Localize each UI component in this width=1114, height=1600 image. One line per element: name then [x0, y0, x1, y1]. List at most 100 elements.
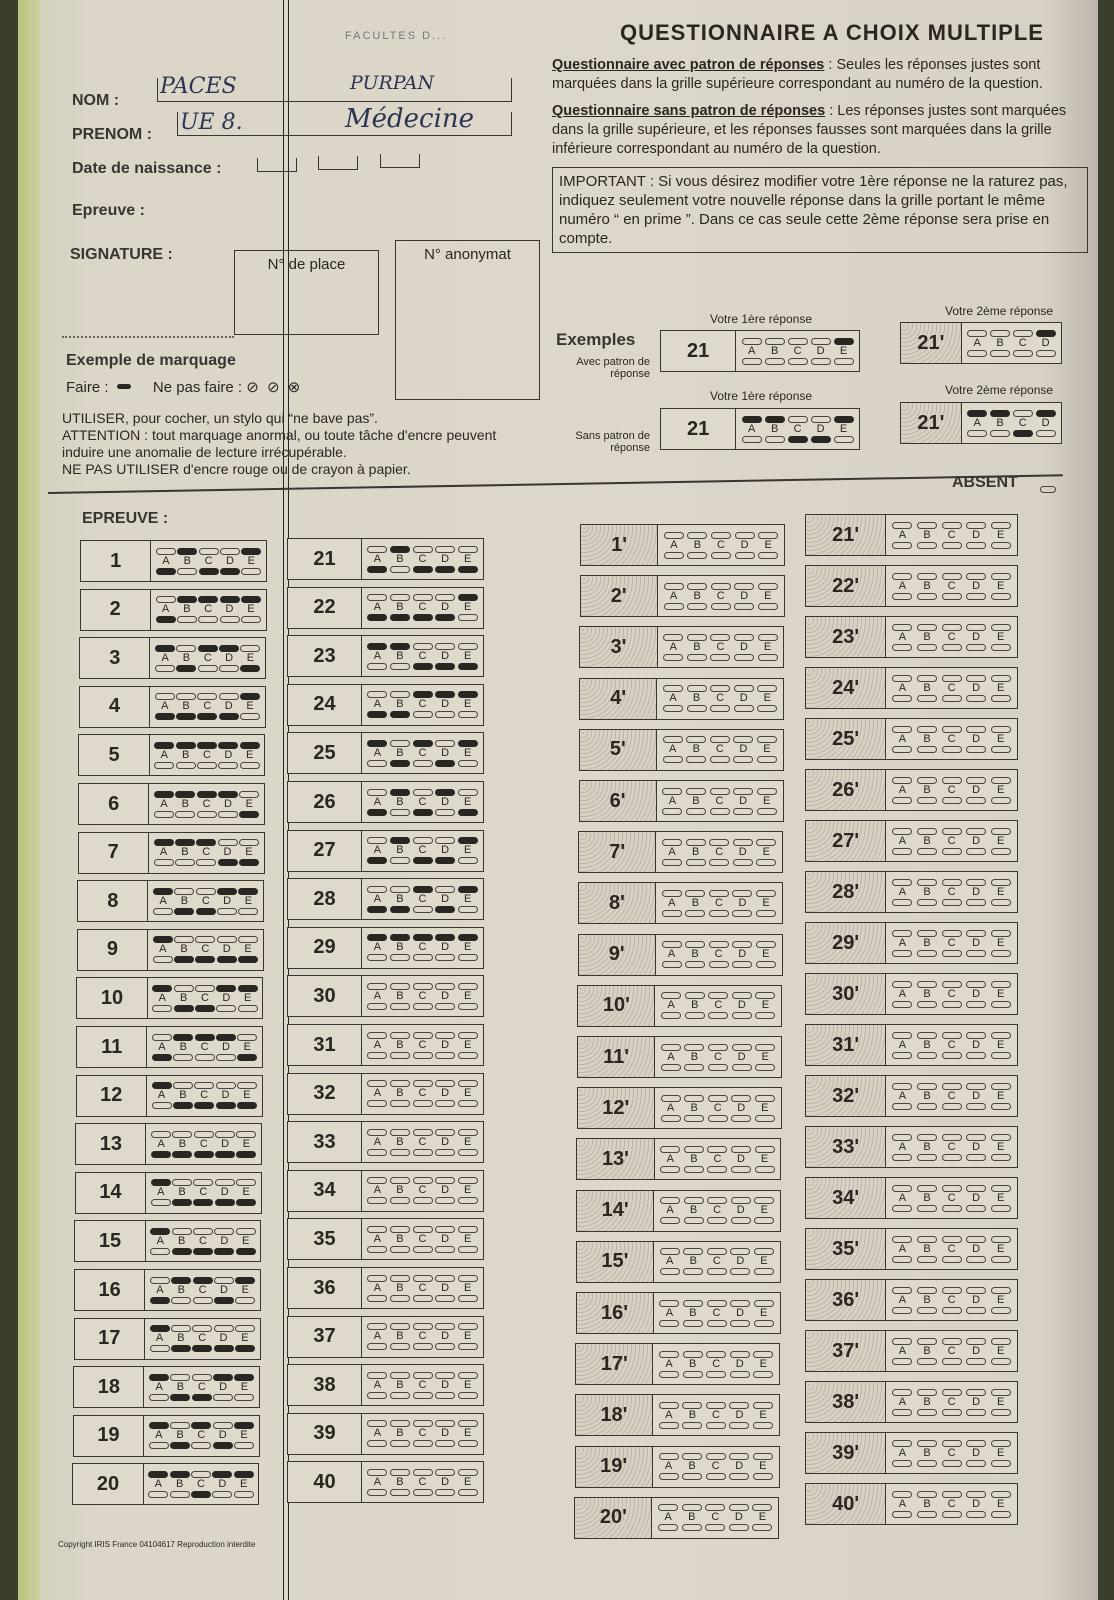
- bubble-correct-C[interactable]: [196, 790, 217, 798]
- bubble-wrong-B[interactable]: [389, 1051, 410, 1059]
- bubble-correct-E[interactable]: [753, 1401, 774, 1409]
- bubble-correct-C[interactable]: [711, 531, 732, 539]
- bubble-correct-B[interactable]: [169, 1470, 190, 1478]
- bubble-wrong-C[interactable]: [707, 1217, 728, 1225]
- bubble-wrong-A[interactable]: [659, 1268, 680, 1276]
- bubble-wrong-C[interactable]: [412, 1148, 433, 1156]
- bubble-wrong-E[interactable]: [990, 949, 1011, 957]
- bubble-correct-B[interactable]: [917, 1235, 938, 1243]
- bubble-wrong-B[interactable]: [917, 592, 938, 600]
- bubble-wrong-A[interactable]: [892, 847, 913, 855]
- bubble-wrong-C[interactable]: [412, 1440, 433, 1448]
- bubble-correct-C[interactable]: [708, 941, 729, 949]
- bubble-correct-C[interactable]: [941, 1184, 962, 1192]
- bubble-wrong-A[interactable]: [148, 1490, 169, 1498]
- bubble-correct-D[interactable]: [215, 1130, 236, 1138]
- bubble-correct-B[interactable]: [917, 725, 938, 733]
- bubble-wrong-B[interactable]: [683, 1217, 704, 1225]
- bubble-correct-C[interactable]: [197, 741, 217, 749]
- bubble-wrong-C[interactable]: [197, 761, 217, 769]
- bubble-wrong-E[interactable]: [753, 1421, 774, 1429]
- bubble-correct-C[interactable]: [941, 1031, 962, 1039]
- bubble-correct-B[interactable]: [764, 415, 785, 423]
- bubble-wrong-A[interactable]: [367, 1294, 388, 1302]
- bubble-wrong-D[interactable]: [966, 1102, 987, 1110]
- bubble-wrong-C[interactable]: [412, 759, 433, 767]
- nom-field[interactable]: [157, 78, 512, 102]
- bubble-correct-E[interactable]: [990, 572, 1011, 580]
- bubble-wrong-D[interactable]: [217, 907, 238, 915]
- bubble-correct-A[interactable]: [367, 837, 388, 845]
- bubble-wrong-A[interactable]: [892, 1102, 913, 1110]
- bubble-correct-C[interactable]: [707, 1145, 728, 1153]
- bubble-correct-C[interactable]: [708, 889, 729, 897]
- bubble-wrong-B[interactable]: [171, 1247, 192, 1255]
- bubble-correct-A[interactable]: [892, 1031, 913, 1039]
- place-box[interactable]: N° de place: [234, 250, 379, 335]
- bubble-wrong-B[interactable]: [917, 1459, 938, 1467]
- bubble-wrong-B[interactable]: [173, 1053, 194, 1061]
- bubble-wrong-C[interactable]: [412, 857, 433, 865]
- bubble-correct-E[interactable]: [990, 623, 1011, 631]
- bubble-correct-A[interactable]: [892, 1337, 913, 1345]
- bubble-wrong-C[interactable]: [941, 1408, 962, 1416]
- bubble-wrong-E[interactable]: [754, 1165, 775, 1173]
- bubble-wrong-C[interactable]: [412, 1197, 433, 1205]
- bubble-correct-E[interactable]: [756, 787, 777, 795]
- bubble-wrong-C[interactable]: [941, 1255, 962, 1263]
- bubble-wrong-B[interactable]: [917, 745, 938, 753]
- bubble-correct-A[interactable]: [892, 521, 913, 529]
- bubble-correct-C[interactable]: [412, 1128, 433, 1136]
- bubble-wrong-E[interactable]: [239, 810, 260, 818]
- bubble-wrong-C[interactable]: [705, 1473, 726, 1481]
- bubble-correct-E[interactable]: [457, 1468, 478, 1476]
- bubble-wrong-D[interactable]: [966, 847, 987, 855]
- bubble-correct-D[interactable]: [435, 1468, 456, 1476]
- bubble-wrong-D[interactable]: [730, 1319, 751, 1327]
- bubble-correct-D[interactable]: [435, 545, 456, 553]
- bubble-wrong-C[interactable]: [941, 1153, 962, 1161]
- bubble-correct-C[interactable]: [1012, 329, 1033, 337]
- bubble-wrong-B[interactable]: [389, 808, 410, 816]
- bubble-correct-D[interactable]: [435, 934, 456, 942]
- bubble-correct-B[interactable]: [389, 691, 410, 699]
- bubble-correct-D[interactable]: [435, 1128, 456, 1136]
- bubble-wrong-E[interactable]: [756, 756, 777, 764]
- bubble-correct-C[interactable]: [941, 725, 962, 733]
- bubble-wrong-B[interactable]: [389, 1100, 410, 1108]
- bubble-correct-D[interactable]: [966, 1184, 987, 1192]
- bubble-wrong-B[interactable]: [389, 662, 410, 670]
- bubble-wrong-C[interactable]: [708, 1012, 729, 1020]
- bubble-correct-E[interactable]: [457, 1031, 478, 1039]
- bubble-correct-E[interactable]: [754, 1094, 775, 1102]
- bubble-wrong-B[interactable]: [389, 1294, 410, 1302]
- bubble-wrong-C[interactable]: [192, 1345, 213, 1353]
- bubble-correct-C[interactable]: [787, 415, 808, 423]
- bubble-correct-E[interactable]: [990, 929, 1011, 937]
- bubble-wrong-E[interactable]: [233, 1490, 254, 1498]
- bubble-correct-D[interactable]: [435, 1420, 456, 1428]
- bubble-correct-D[interactable]: [731, 992, 752, 1000]
- bubble-correct-D[interactable]: [966, 1133, 987, 1141]
- bubble-correct-D[interactable]: [216, 936, 237, 944]
- bubble-correct-B[interactable]: [917, 1388, 938, 1396]
- bubble-correct-B[interactable]: [172, 1082, 193, 1090]
- bubble-correct-A[interactable]: [663, 685, 683, 693]
- bubble-correct-B[interactable]: [174, 887, 195, 895]
- bubble-correct-D[interactable]: [435, 982, 456, 990]
- bubble-wrong-C[interactable]: [195, 1004, 215, 1012]
- bubble-wrong-D[interactable]: [810, 435, 831, 443]
- bubble-wrong-E[interactable]: [234, 1345, 255, 1353]
- bubble-correct-B[interactable]: [175, 741, 196, 749]
- bubble-wrong-C[interactable]: [191, 1442, 212, 1450]
- bubble-wrong-E[interactable]: [240, 713, 261, 721]
- bubble-correct-C[interactable]: [941, 1235, 962, 1243]
- absent-bubble[interactable]: [1040, 486, 1056, 493]
- bubble-correct-C[interactable]: [941, 1388, 962, 1396]
- bubble-correct-E[interactable]: [755, 941, 776, 949]
- bubble-correct-C[interactable]: [705, 1401, 726, 1409]
- bubble-wrong-B[interactable]: [917, 1051, 938, 1059]
- bubble-correct-A[interactable]: [892, 1439, 913, 1447]
- bubble-correct-E[interactable]: [457, 982, 478, 990]
- bubble-correct-C[interactable]: [941, 827, 962, 835]
